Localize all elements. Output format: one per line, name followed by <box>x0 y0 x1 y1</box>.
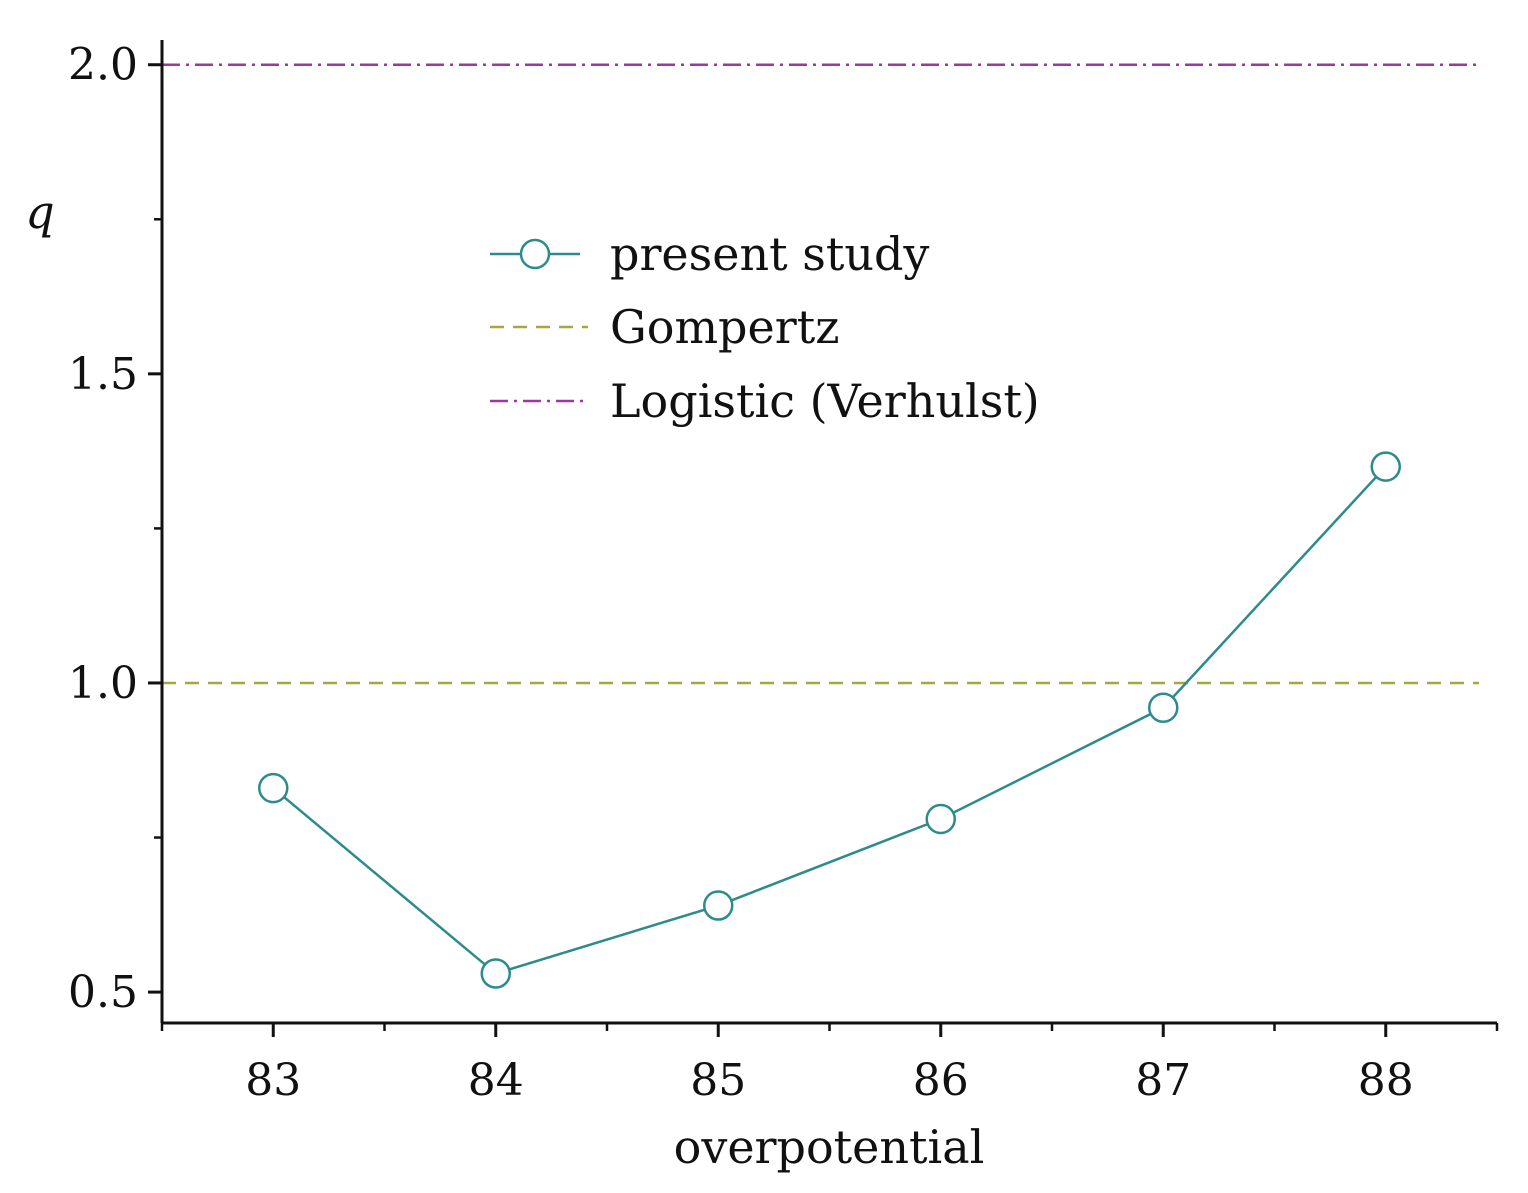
data-point <box>258 772 289 804</box>
legend-label: present study <box>610 227 929 281</box>
x-tick-label: 84 <box>468 1055 524 1106</box>
y-tick-label: 1.0 <box>68 658 138 709</box>
x-axis-label: overpotential <box>674 1120 985 1174</box>
x-tick-label: 83 <box>245 1055 301 1106</box>
x-tick-label: 86 <box>913 1055 969 1106</box>
data-point <box>1370 451 1401 482</box>
legend: present study Gompertz Logistic (Verhulst) <box>490 227 1040 428</box>
series-line-present-study <box>272 465 1387 975</box>
y-tick-label: 2.0 <box>68 40 138 91</box>
y-tick-label: 0.5 <box>68 967 138 1018</box>
data-point <box>703 890 734 921</box>
x-tick-label: 85 <box>690 1055 746 1106</box>
data-point <box>1148 692 1179 723</box>
legend-label: Gompertz <box>610 300 839 354</box>
y-tick-label: 1.5 <box>68 349 138 400</box>
legend-swatch-marker <box>519 238 551 270</box>
data-point <box>480 958 511 989</box>
data-point <box>925 803 956 835</box>
x-tick-label: 88 <box>1358 1055 1414 1106</box>
y-axis-label: q <box>25 185 54 239</box>
legend-label: Logistic (Verhulst) <box>610 374 1040 428</box>
x-tick-label: 87 <box>1135 1055 1191 1106</box>
